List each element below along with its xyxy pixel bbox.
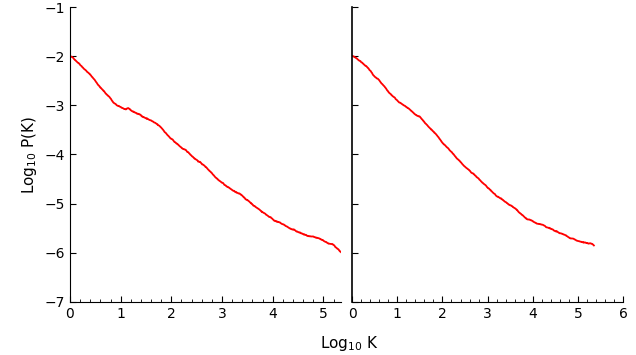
Y-axis label: Log$_{10}$ P(K): Log$_{10}$ P(K)	[20, 115, 39, 193]
Text: Log$_{10}$ K: Log$_{10}$ K	[321, 334, 379, 353]
